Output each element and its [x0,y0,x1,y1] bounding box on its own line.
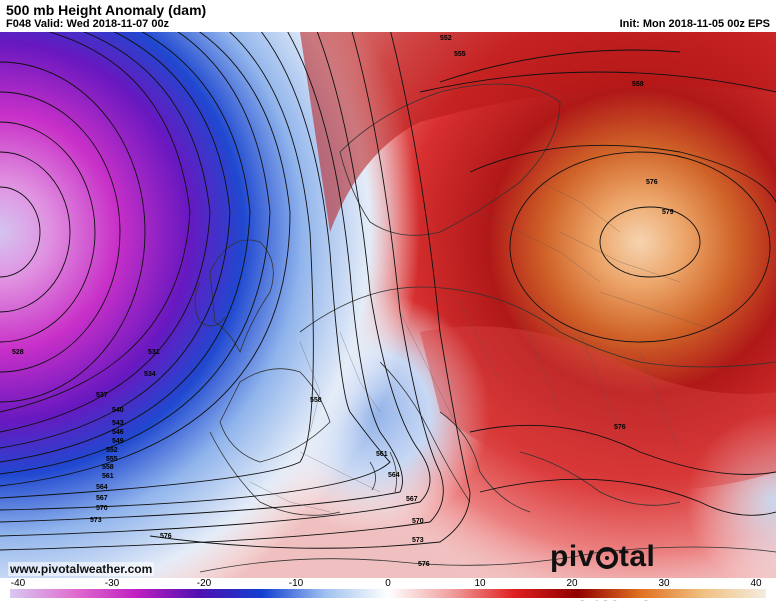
contour-label: 546 [112,429,124,436]
contour-label: 549 [112,438,124,445]
contour-label: 555 [454,51,466,58]
colorbar-tick: -30 [104,578,120,589]
contour-label: 552 [440,35,452,42]
anomaly-map: 528 531 534 537 540 543 546 549 552 555 … [0,32,776,578]
colorbar-tick: 20 [566,578,578,589]
contour-label: 573 [90,517,102,524]
contour-label: 570 [412,518,424,525]
colorbar: -40 -30 -20 -10 0 10 20 30 40 [0,578,776,600]
contour-label: 528 [12,349,24,356]
contour-label: 540 [112,407,124,414]
height-contours [0,32,471,551]
colorbar-tick: -10 [288,578,304,589]
colorbar-strip [10,589,766,598]
contour-label: 570 [96,505,108,512]
contour-label: 552 [106,447,118,454]
colorbar-tick: -20 [196,578,212,589]
header: 500 mb Height Anomaly (dam) F048 Valid: … [0,0,776,32]
contour-label: 567 [406,496,418,503]
contour-label: 534 [144,371,156,378]
contour-label: 561 [376,451,388,458]
contour-label: 564 [96,484,108,491]
contour-label: 579 [662,209,674,216]
website-url: www.pivotalweather.com [8,562,155,576]
contour-label: 564 [388,472,400,479]
contour-label: 567 [96,495,108,502]
contour-label: 576 [614,424,626,431]
contour-label: 555 [106,456,118,463]
init-time: Init: Mon 2018-11-05 00z EPS [619,18,770,30]
map-svg: 528 531 534 537 540 543 546 549 552 555 … [0,32,776,578]
contour-label: 576 [418,561,430,568]
contour-label: 558 [632,81,644,88]
colorbar-tick: 10 [474,578,486,589]
colorbar-tick: 40 [750,578,762,589]
valid-time: F048 Valid: Wed 2018-11-07 00z [6,18,170,30]
contour-label: 576 [646,179,658,186]
contour-label: 558 [102,464,114,471]
contour-label: 543 [112,420,124,427]
contour-labels: 528 531 534 537 540 543 546 549 552 555 … [12,35,674,568]
contour-label: 576 [160,533,172,540]
coastlines [194,83,776,573]
logo-text-start: piv [550,540,595,573]
colorbar-tick: -40 [10,578,26,589]
colorbar-tick: 30 [658,578,670,589]
contour-label: 561 [102,473,114,480]
logo-mark-icon [595,547,618,569]
contour-label: 558 [310,397,322,404]
colorbar-tick: 0 [385,578,391,589]
map-title: 500 mb Height Anomaly (dam) [6,2,207,18]
contour-label: 531 [148,349,160,356]
contour-label: 537 [96,392,108,399]
contour-label: 573 [412,537,424,544]
